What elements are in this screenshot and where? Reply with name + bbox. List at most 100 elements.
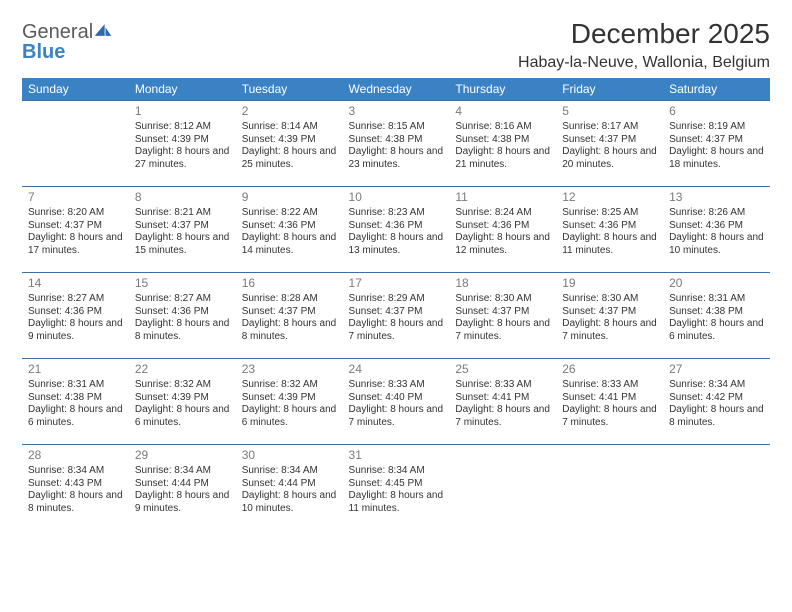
calendar-day-cell: 8Sunrise: 8:21 AMSunset: 4:37 PMDaylight… (129, 187, 236, 273)
daylight-text: Daylight: 8 hours and 8 minutes. (242, 318, 337, 343)
weekday-header: Monday (129, 78, 236, 101)
sunset-text: Sunset: 4:36 PM (349, 220, 444, 233)
day-number: 24 (349, 362, 444, 377)
day-number: 6 (669, 104, 764, 119)
sunset-text: Sunset: 4:39 PM (242, 134, 337, 147)
calendar-week-row: 7Sunrise: 8:20 AMSunset: 4:37 PMDaylight… (22, 187, 770, 273)
daylight-text: Daylight: 8 hours and 10 minutes. (242, 490, 337, 515)
sunrise-text: Sunrise: 8:33 AM (349, 379, 444, 392)
sunrise-text: Sunrise: 8:21 AM (135, 207, 230, 220)
sunset-text: Sunset: 4:37 PM (349, 306, 444, 319)
sunrise-text: Sunrise: 8:27 AM (135, 293, 230, 306)
daylight-text: Daylight: 8 hours and 27 minutes. (135, 146, 230, 171)
sunset-text: Sunset: 4:39 PM (135, 392, 230, 405)
daylight-text: Daylight: 8 hours and 17 minutes. (28, 232, 123, 257)
calendar-day-cell: 27Sunrise: 8:34 AMSunset: 4:42 PMDayligh… (663, 359, 770, 445)
calendar-day-cell: 4Sunrise: 8:16 AMSunset: 4:38 PMDaylight… (449, 101, 556, 187)
sunset-text: Sunset: 4:37 PM (28, 220, 123, 233)
daylight-text: Daylight: 8 hours and 20 minutes. (562, 146, 657, 171)
day-number: 31 (349, 448, 444, 463)
sunrise-text: Sunrise: 8:33 AM (562, 379, 657, 392)
daylight-text: Daylight: 8 hours and 14 minutes. (242, 232, 337, 257)
sunrise-text: Sunrise: 8:32 AM (135, 379, 230, 392)
daylight-text: Daylight: 8 hours and 7 minutes. (455, 404, 550, 429)
day-number: 12 (562, 190, 657, 205)
sunrise-text: Sunrise: 8:27 AM (28, 293, 123, 306)
sunset-text: Sunset: 4:36 PM (242, 220, 337, 233)
logo-text-bottom: Blue (22, 41, 65, 63)
sunrise-text: Sunrise: 8:29 AM (349, 293, 444, 306)
daylight-text: Daylight: 8 hours and 10 minutes. (669, 232, 764, 257)
calendar-day-cell: 9 Sunrise: 8:22 AMSunset: 4:36 PMDaylight… (236, 187, 343, 273)
logo: General Blue (22, 18, 113, 62)
day-number: 15 (135, 276, 230, 291)
daylight-text: Daylight: 8 hours and 7 minutes. (562, 404, 657, 429)
sunrise-text: Sunrise: 8:22 AM (242, 207, 337, 220)
calendar-day-cell: 25Sunrise: 8:33 AMSunset: 4:41 PMDayligh… (449, 359, 556, 445)
sunrise-text: Sunrise: 8:23 AM (349, 207, 444, 220)
location-label: Habay-la-Neuve, Wallonia, Belgium (518, 54, 770, 72)
logo-text: General Blue (22, 22, 113, 62)
day-number: 26 (562, 362, 657, 377)
sunset-text: Sunset: 4:38 PM (349, 134, 444, 147)
calendar-day-cell: 30Sunrise: 8:34 AMSunset: 4:44 PMDayligh… (236, 445, 343, 531)
calendar-day-cell: 29Sunrise: 8:34 AMSunset: 4:44 PMDayligh… (129, 445, 236, 531)
sunrise-text: Sunrise: 8:34 AM (135, 465, 230, 478)
sunrise-text: Sunrise: 8:31 AM (28, 379, 123, 392)
weekday-header: Wednesday (343, 78, 450, 101)
daylight-text: Daylight: 8 hours and 8 minutes. (135, 318, 230, 343)
calendar-table: SundayMondayTuesdayWednesdayThursdayFrid… (22, 78, 770, 531)
sunset-text: Sunset: 4:44 PM (135, 478, 230, 491)
calendar-day-cell: 5Sunrise: 8:17 AMSunset: 4:37 PMDaylight… (556, 101, 663, 187)
day-number: 21 (28, 362, 123, 377)
day-number: 3 (349, 104, 444, 119)
calendar-day-cell (663, 445, 770, 531)
calendar-day-cell: 31Sunrise: 8:34 AMSunset: 4:45 PMDayligh… (343, 445, 450, 531)
daylight-text: Daylight: 8 hours and 12 minutes. (455, 232, 550, 257)
calendar-day-cell (556, 445, 663, 531)
calendar-day-cell: 1Sunrise: 8:12 AMSunset: 4:39 PMDaylight… (129, 101, 236, 187)
sunset-text: Sunset: 4:37 PM (669, 134, 764, 147)
calendar-day-cell: 24Sunrise: 8:33 AMSunset: 4:40 PMDayligh… (343, 359, 450, 445)
day-number: 10 (349, 190, 444, 205)
daylight-text: Daylight: 8 hours and 11 minutes. (349, 490, 444, 515)
daylight-text: Daylight: 8 hours and 7 minutes. (349, 404, 444, 429)
sunrise-text: Sunrise: 8:30 AM (455, 293, 550, 306)
sunset-text: Sunset: 4:36 PM (669, 220, 764, 233)
sunset-text: Sunset: 4:36 PM (455, 220, 550, 233)
calendar-week-row: 14Sunrise: 8:27 AMSunset: 4:36 PMDayligh… (22, 273, 770, 359)
daylight-text: Daylight: 8 hours and 25 minutes. (242, 146, 337, 171)
weekday-header-row: SundayMondayTuesdayWednesdayThursdayFrid… (22, 78, 770, 101)
sunset-text: Sunset: 4:39 PM (242, 392, 337, 405)
sunset-text: Sunset: 4:38 PM (669, 306, 764, 319)
sunrise-text: Sunrise: 8:30 AM (562, 293, 657, 306)
day-number: 30 (242, 448, 337, 463)
page-title: December 2025 (518, 18, 770, 50)
sunset-text: Sunset: 4:36 PM (562, 220, 657, 233)
calendar-day-cell: 26 Sunrise: 8:33 AMSunset: 4:41 PMDayligh… (556, 359, 663, 445)
calendar-day-cell: 3Sunrise: 8:15 AMSunset: 4:38 PMDaylight… (343, 101, 450, 187)
calendar-day-cell: 22Sunrise: 8:32 AMSunset: 4:39 PMDayligh… (129, 359, 236, 445)
day-number: 4 (455, 104, 550, 119)
sunset-text: Sunset: 4:38 PM (455, 134, 550, 147)
daylight-text: Daylight: 8 hours and 7 minutes. (455, 318, 550, 343)
weekday-header: Tuesday (236, 78, 343, 101)
calendar-day-cell (22, 101, 129, 187)
sunrise-text: Sunrise: 8:31 AM (669, 293, 764, 306)
day-number: 8 (135, 190, 230, 205)
sunrise-text: Sunrise: 8:34 AM (669, 379, 764, 392)
daylight-text: Daylight: 8 hours and 9 minutes. (28, 318, 123, 343)
calendar-day-cell: 7Sunrise: 8:20 AMSunset: 4:37 PMDaylight… (22, 187, 129, 273)
sunset-text: Sunset: 4:41 PM (562, 392, 657, 405)
calendar-day-cell: 6Sunrise: 8:19 AMSunset: 4:37 PMDaylight… (663, 101, 770, 187)
daylight-text: Daylight: 8 hours and 6 minutes. (242, 404, 337, 429)
daylight-text: Daylight: 8 hours and 6 minutes. (669, 318, 764, 343)
daylight-text: Daylight: 8 hours and 7 minutes. (349, 318, 444, 343)
calendar-day-cell: 10 Sunrise: 8:23 AMSunset: 4:36 PMDayligh… (343, 187, 450, 273)
daylight-text: Daylight: 8 hours and 13 minutes. (349, 232, 444, 257)
day-number: 9 (242, 190, 337, 205)
day-number: 16 (242, 276, 337, 291)
calendar-day-cell: 23Sunrise: 8:32 AMSunset: 4:39 PMDayligh… (236, 359, 343, 445)
sunset-text: Sunset: 4:44 PM (242, 478, 337, 491)
calendar-day-cell: 15Sunrise: 8:27 AMSunset: 4:36 PMDayligh… (129, 273, 236, 359)
